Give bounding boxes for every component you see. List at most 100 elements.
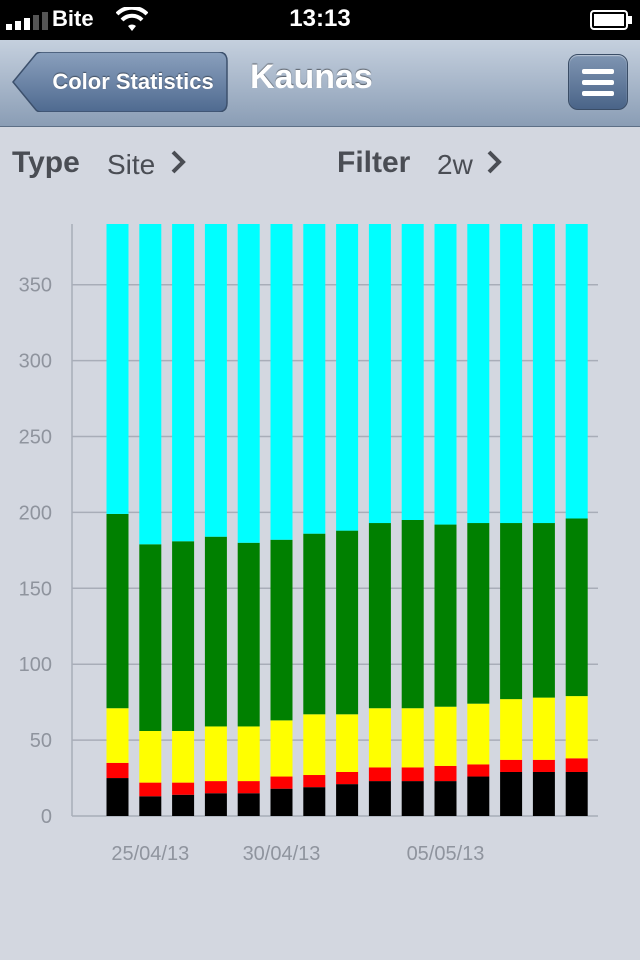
bar-segment xyxy=(565,696,588,759)
back-button-shape xyxy=(12,52,228,112)
chevron-right-icon xyxy=(487,150,502,174)
bar-segment xyxy=(270,539,293,721)
bar-segment xyxy=(172,224,195,542)
bar-segment xyxy=(303,787,326,816)
bar-segment xyxy=(401,708,424,768)
y-tick-label: 250 xyxy=(19,427,52,449)
bar-segment xyxy=(237,793,260,816)
menu-button[interactable] xyxy=(568,54,628,110)
bar-segment xyxy=(270,720,293,777)
bar-segment xyxy=(270,224,293,540)
carrier-name: Bite xyxy=(52,6,94,31)
stacked-bar-chart: 0 50 100 150 200 250 300 350 25/04/13 30/04/13 05/… xyxy=(19,224,598,865)
bar-segment xyxy=(532,759,555,772)
bar-segment xyxy=(401,767,424,782)
bar-segment xyxy=(401,520,424,709)
bar-segment xyxy=(204,781,227,794)
bar-segment xyxy=(106,778,129,816)
bar-segment xyxy=(434,781,457,816)
signal-icon xyxy=(6,12,48,30)
bar-segment xyxy=(532,224,555,524)
page-title: Kaunas xyxy=(250,58,373,96)
bar-segment xyxy=(139,782,162,797)
bar-segment xyxy=(500,771,523,816)
bar-segment xyxy=(565,758,588,772)
status-bar: Bite 13:13 xyxy=(0,0,640,40)
bar-segment xyxy=(532,697,555,760)
x-tick-label: 25/04/13 xyxy=(111,843,189,865)
bar-segment xyxy=(204,726,227,782)
wifi-icon xyxy=(116,7,148,31)
filter-value: 2w xyxy=(437,149,473,180)
bar-segment xyxy=(204,224,227,537)
battery-icon xyxy=(590,10,632,30)
filter-label: Filter xyxy=(337,146,411,179)
bar-segment xyxy=(303,714,326,776)
bar-segment xyxy=(303,533,326,715)
bar-segment xyxy=(467,776,490,816)
bar-segment xyxy=(237,224,260,543)
bar-segment xyxy=(401,781,424,816)
bar-segment xyxy=(336,784,359,816)
bar-segment xyxy=(106,762,129,779)
bar-segment xyxy=(172,794,195,816)
back-button[interactable]: Color Statistics xyxy=(12,52,228,112)
bar-segment xyxy=(434,224,457,525)
bar-segment xyxy=(467,523,490,704)
type-value: Site xyxy=(107,149,156,180)
bar-segment xyxy=(532,523,555,698)
bar-segment xyxy=(303,775,326,788)
bar-segment xyxy=(500,759,523,772)
bar-segment xyxy=(139,224,162,545)
bar-segment xyxy=(467,224,490,524)
bar-segment xyxy=(467,764,490,777)
bar-segment xyxy=(336,224,359,531)
bar-segment xyxy=(237,781,260,794)
bar-segment xyxy=(565,771,588,816)
bar-segment xyxy=(565,224,588,519)
x-tick-label: 05/05/13 xyxy=(407,843,485,865)
bar-segment xyxy=(172,782,195,795)
bar-segment xyxy=(467,703,490,765)
bar-segment xyxy=(500,224,523,524)
bar-segment xyxy=(565,518,588,697)
bar-segment xyxy=(237,542,260,727)
bar-segment xyxy=(270,788,293,816)
bar-segment xyxy=(139,796,162,816)
bar-segment xyxy=(336,771,359,785)
y-tick-label: 100 xyxy=(19,654,52,676)
y-tick-label: 300 xyxy=(19,351,52,373)
status-time: 13:13 xyxy=(289,5,351,32)
bar-segment xyxy=(106,224,129,514)
y-tick-label: 0 xyxy=(41,806,52,828)
bar-segment xyxy=(172,541,195,731)
bar-segment xyxy=(368,224,391,524)
bar-segment xyxy=(368,523,391,709)
bar-segment xyxy=(368,708,391,768)
bar-segment xyxy=(500,523,523,700)
bar-segment xyxy=(434,706,457,766)
bar-segment xyxy=(139,730,162,783)
navigation-bar: Color Statistics Kaunas xyxy=(0,40,640,127)
bar-segment xyxy=(434,765,457,782)
bar-segment xyxy=(336,714,359,772)
back-button-label: Color Statistics xyxy=(52,69,214,94)
bar-segment xyxy=(500,699,523,760)
bar-segment xyxy=(270,776,293,789)
y-tick-label: 350 xyxy=(19,275,52,297)
bar-segment xyxy=(401,224,424,520)
bar-segment xyxy=(204,536,227,727)
bar-segment xyxy=(303,224,326,534)
bar-segment xyxy=(368,781,391,816)
bar-segment xyxy=(368,767,391,782)
bar-segment xyxy=(204,793,227,816)
bar-segment xyxy=(532,771,555,816)
bar-segment xyxy=(106,708,129,763)
bar-segment xyxy=(336,530,359,715)
y-tick-label: 150 xyxy=(19,578,52,600)
y-tick-label: 50 xyxy=(30,730,52,752)
bar-segment xyxy=(434,524,457,707)
bar-segment xyxy=(237,726,260,782)
bar-segment xyxy=(172,730,195,783)
bar-segment xyxy=(106,513,129,709)
